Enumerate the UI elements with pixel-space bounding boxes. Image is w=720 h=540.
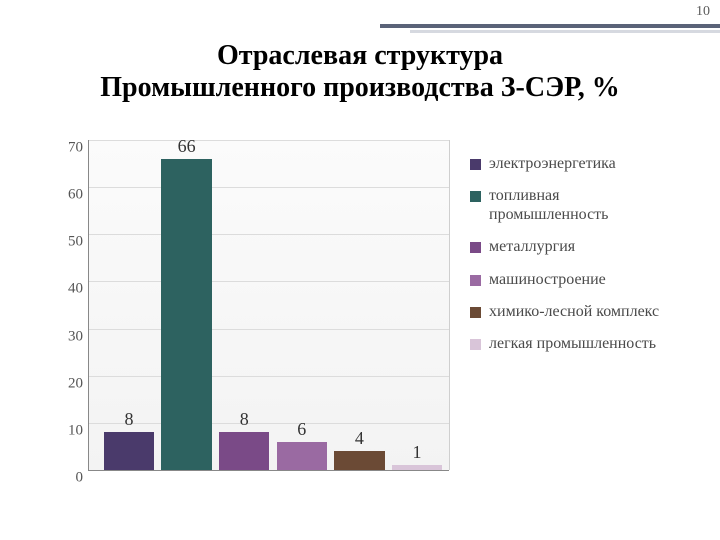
legend-item: топливная промышленность — [470, 187, 680, 224]
slide: 10 Отраслевая структура Промышленного пр… — [0, 0, 720, 540]
bar-value-label: 8 — [124, 409, 133, 430]
y-tick-label: 50 — [68, 234, 83, 251]
chart: 0102030405060708668641 электроэнергетика… — [40, 140, 680, 520]
y-tick-label: 60 — [68, 187, 83, 204]
bar-value-label: 4 — [355, 428, 364, 449]
legend-swatch — [470, 242, 481, 253]
y-tick-label: 30 — [68, 328, 83, 345]
slide-title: Отраслевая структура Промышленного произ… — [0, 40, 720, 104]
bar: 8 — [219, 432, 269, 470]
bar-value-label: 8 — [240, 409, 249, 430]
bar: 4 — [334, 451, 384, 470]
legend-swatch — [470, 339, 481, 350]
legend-item: химико-лесной комплекс — [470, 303, 680, 321]
legend-item: машиностроение — [470, 271, 680, 289]
legend-label: топливная промышленность — [489, 187, 680, 224]
legend-item: легкая промышленность — [470, 335, 680, 353]
legend-label: электроэнергетика — [489, 155, 680, 173]
title-line-1: Отраслевая структура — [217, 40, 503, 71]
bar-value-label: 6 — [297, 419, 306, 440]
legend-swatch — [470, 307, 481, 318]
bar: 66 — [161, 159, 211, 470]
bars: 8668641 — [89, 140, 449, 470]
y-tick-label: 70 — [68, 140, 83, 157]
legend-swatch — [470, 159, 481, 170]
legend-item: металлургия — [470, 238, 680, 256]
y-tick-label: 0 — [76, 470, 84, 487]
page-number: 10 — [696, 4, 710, 20]
bar-value-label: 1 — [412, 442, 421, 463]
y-tick-label: 10 — [68, 422, 83, 439]
y-tick-label: 20 — [68, 375, 83, 392]
header-decoration — [380, 24, 720, 33]
bar-value-label: 66 — [178, 136, 196, 157]
title-line-2: Промышленного производства З-СЭР, % — [100, 72, 619, 103]
bar: 6 — [277, 442, 327, 470]
legend: электроэнергетика топливная промышленност… — [470, 155, 680, 368]
y-tick-label: 40 — [68, 281, 83, 298]
legend-label: легкая промышленность — [489, 335, 680, 353]
legend-label: металлургия — [489, 238, 680, 256]
bar: 8 — [104, 432, 154, 470]
legend-label: машиностроение — [489, 271, 680, 289]
plot-area: 0102030405060708668641 — [88, 140, 449, 471]
legend-item: электроэнергетика — [470, 155, 680, 173]
bar: 1 — [392, 465, 442, 470]
legend-label: химико-лесной комплекс — [489, 303, 680, 321]
legend-swatch — [470, 275, 481, 286]
legend-swatch — [470, 191, 481, 202]
